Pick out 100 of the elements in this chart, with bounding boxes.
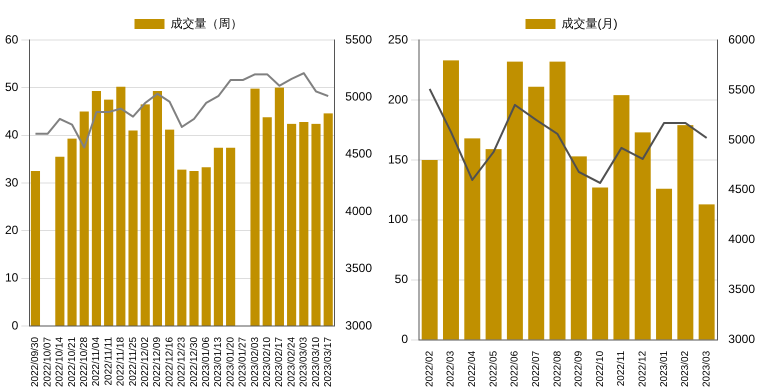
bar bbox=[202, 167, 211, 326]
x-tick-label: 2022/12/16 bbox=[164, 336, 176, 388]
bar bbox=[104, 100, 114, 326]
y-tick-label: 50 bbox=[4, 80, 19, 94]
bar bbox=[226, 148, 236, 326]
bar bbox=[274, 88, 284, 326]
x-tick-label: 2022/05 bbox=[488, 350, 500, 388]
bar bbox=[165, 130, 174, 326]
bar bbox=[486, 149, 502, 340]
y2-tick-label: 3500 bbox=[345, 261, 372, 276]
x-tick-label: 2022/03 bbox=[446, 350, 457, 388]
y2-tick-label: 4000 bbox=[728, 232, 756, 246]
y2-tick-label: 4500 bbox=[728, 182, 756, 196]
x-tick-label: 2023/03/17 bbox=[322, 336, 334, 388]
bar bbox=[214, 148, 223, 326]
x-tick-label: 2023/02/10 bbox=[262, 336, 273, 388]
x-tick-label: 2022/10/21 bbox=[66, 336, 78, 388]
x-tick-label: 2022/12 bbox=[637, 350, 648, 388]
y2-tick-label: 5000 bbox=[728, 132, 756, 146]
x-tick-label: 2022/11/04 bbox=[91, 336, 102, 386]
y2-tick-label: 3000 bbox=[728, 332, 756, 346]
y2-tick-label: 3000 bbox=[345, 318, 372, 332]
bar bbox=[80, 111, 89, 326]
y-tick-label: 0 bbox=[401, 332, 408, 346]
y-tick-label: 50 bbox=[394, 272, 408, 286]
bar bbox=[464, 138, 480, 340]
bar bbox=[140, 104, 150, 326]
x-tick-label: 2022/08 bbox=[552, 350, 564, 388]
bar bbox=[677, 125, 694, 340]
x-tick-label: 2023/01 bbox=[658, 350, 670, 388]
legend-label: 成交量（周） bbox=[170, 16, 242, 30]
x-tick-label: 2022/11/11 bbox=[103, 336, 114, 386]
y2-tick-label: 5500 bbox=[728, 82, 756, 96]
x-tick-label: 2023/01/13 bbox=[213, 336, 224, 388]
bar bbox=[189, 171, 199, 326]
bar bbox=[634, 132, 651, 340]
y2-tick-label: 3500 bbox=[728, 282, 756, 296]
x-tick-label: 2023/03 bbox=[701, 350, 712, 388]
bar bbox=[250, 88, 260, 326]
bar bbox=[698, 204, 715, 340]
bar bbox=[262, 117, 272, 326]
x-tick-label: 2022/12/02 bbox=[140, 336, 151, 388]
bar bbox=[550, 62, 566, 340]
y-tick-label: 250 bbox=[388, 32, 408, 46]
bar bbox=[592, 188, 608, 340]
x-tick-label: 2022/12/30 bbox=[188, 336, 200, 388]
x-tick-label: 2022/10/14 bbox=[54, 336, 66, 388]
bar bbox=[128, 130, 138, 326]
bar bbox=[92, 90, 102, 326]
x-tick-label: 2022/11/25 bbox=[128, 336, 139, 386]
bar bbox=[30, 171, 40, 326]
x-tick-label: 2022/09/30 bbox=[30, 336, 42, 388]
x-tick-label: 2022/10/28 bbox=[78, 336, 90, 388]
y-tick-label: 150 bbox=[388, 152, 408, 166]
x-tick-label: 2023/03/10 bbox=[310, 336, 322, 388]
x-tick-label: 2023/02 bbox=[680, 350, 692, 388]
x-tick-label: 2022/10 bbox=[594, 350, 606, 388]
y2-tick-label: 4500 bbox=[345, 146, 372, 161]
x-tick-label: 2022/02 bbox=[424, 350, 436, 388]
x-tick-label: 2022/12/09 bbox=[152, 336, 164, 388]
x-tick-label: 2023/02/17 bbox=[274, 336, 286, 388]
y-tick-label: 10 bbox=[4, 270, 19, 285]
x-tick-label: 2022/07 bbox=[530, 350, 542, 388]
y-tick-label: 200 bbox=[388, 92, 408, 106]
y-tick-label: 20 bbox=[4, 222, 19, 237]
y-tick-label: 100 bbox=[388, 212, 408, 226]
x-tick-label: 2022/06 bbox=[510, 350, 521, 388]
x-tick-label: 2022/04 bbox=[467, 350, 478, 388]
y2-tick-label: 5500 bbox=[345, 32, 372, 46]
bar bbox=[55, 156, 64, 326]
bar bbox=[422, 160, 438, 340]
bar bbox=[177, 170, 186, 326]
bar bbox=[656, 188, 672, 340]
x-tick-label: 2023/02/24 bbox=[286, 336, 298, 388]
bar bbox=[570, 156, 587, 340]
x-tick-label: 2022/09 bbox=[574, 350, 585, 388]
bar bbox=[528, 86, 544, 340]
y-tick-label: 30 bbox=[4, 175, 19, 190]
x-tick-label: 2022/11 bbox=[616, 350, 628, 386]
x-tick-label: 2023/03/03 bbox=[298, 336, 310, 388]
bar bbox=[442, 60, 459, 340]
x-tick-label: 2022/11/18 bbox=[116, 336, 127, 386]
x-tick-label: 2023/01/06 bbox=[200, 336, 212, 388]
y-tick-label: 0 bbox=[12, 318, 19, 332]
bar bbox=[299, 122, 308, 326]
y-tick-label: 60 bbox=[4, 32, 19, 46]
bar bbox=[613, 95, 630, 340]
x-tick-label: 2022/10/07 bbox=[42, 336, 54, 388]
x-tick-label: 2022/12/23 bbox=[176, 336, 188, 388]
bar bbox=[287, 124, 296, 326]
bar bbox=[311, 124, 321, 326]
y2-tick-label: 6000 bbox=[728, 32, 756, 46]
bar bbox=[67, 138, 77, 326]
y2-tick-label: 4000 bbox=[345, 204, 372, 218]
x-tick-label: 2023/01/27 bbox=[238, 336, 249, 388]
bar bbox=[324, 113, 333, 326]
x-tick-label: 2023/02/03 bbox=[250, 336, 261, 388]
y-tick-label: 40 bbox=[4, 128, 19, 142]
legend-label: 成交量(月) bbox=[562, 16, 618, 30]
bar bbox=[506, 62, 523, 340]
